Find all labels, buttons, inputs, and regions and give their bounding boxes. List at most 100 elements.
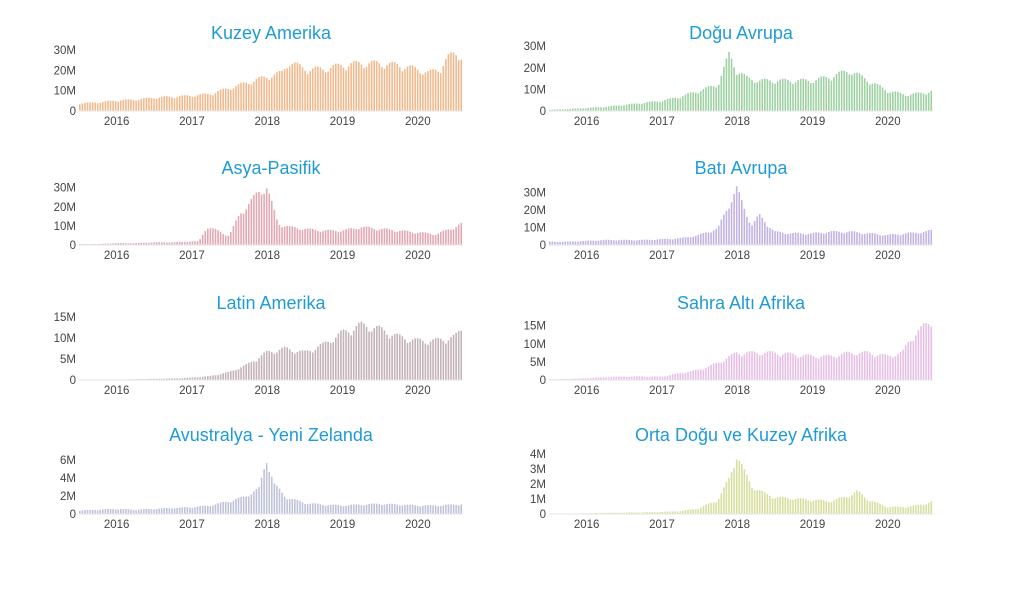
chart-6-title: Avustralya - Yeni Zelanda bbox=[169, 425, 374, 445]
chart-5-bar-20 bbox=[600, 377, 602, 380]
chart-1-bar-81 bbox=[756, 82, 758, 111]
chart-2-bar-49 bbox=[204, 231, 207, 245]
chart-4-bar-101 bbox=[337, 333, 340, 380]
chart-6-bar-43 bbox=[189, 507, 191, 514]
chart-3-bar-118 bbox=[851, 231, 853, 245]
chart-2-bar-37 bbox=[173, 242, 176, 245]
chart-6-bar-82 bbox=[288, 499, 291, 514]
chart-3-bar-68 bbox=[723, 214, 725, 245]
chart-0-bar-91 bbox=[311, 68, 314, 111]
chart-6-bar-42 bbox=[186, 507, 189, 514]
chart-0-bar-17 bbox=[122, 99, 125, 111]
chart-4-bar-100 bbox=[335, 337, 337, 380]
chart-2-bar-129 bbox=[409, 231, 411, 245]
chart-1-bar-124 bbox=[866, 81, 869, 111]
chart-0-bar-68 bbox=[253, 81, 255, 111]
chart-6-bar-100 bbox=[335, 504, 337, 514]
chart-4-bar-51 bbox=[209, 375, 212, 380]
chart-6-bar-111 bbox=[363, 505, 365, 514]
chart-6-bar-106 bbox=[350, 504, 352, 514]
chart-0-bar-18 bbox=[125, 99, 127, 111]
chart-7-bar-142 bbox=[912, 505, 915, 514]
chart-0-bar-130 bbox=[411, 65, 414, 111]
chart-7-bar-78 bbox=[748, 481, 751, 514]
chart-2-bar-54 bbox=[217, 230, 219, 245]
chart-2-bar-76 bbox=[273, 209, 276, 245]
chart-3-bar-69 bbox=[725, 210, 728, 245]
chart-4-xtick-2: 2018 bbox=[254, 385, 280, 397]
chart-3-bar-48 bbox=[671, 239, 674, 245]
chart-5-bar-24 bbox=[610, 377, 613, 380]
chart-7-bar-29 bbox=[623, 512, 625, 514]
chart-3-bar-36 bbox=[641, 239, 643, 245]
chart-7-bar-39 bbox=[648, 512, 651, 514]
chart-4-bar-48 bbox=[201, 376, 204, 380]
chart-6-bar-39 bbox=[178, 507, 181, 514]
chart-5-bar-99 bbox=[802, 355, 805, 380]
chart-1-bar-99 bbox=[802, 78, 805, 111]
chart-3-bar-63 bbox=[710, 232, 712, 245]
chart-2-bar-27 bbox=[148, 242, 150, 245]
chart-7-bar-97 bbox=[797, 498, 799, 514]
chart-3-bar-104 bbox=[815, 232, 817, 245]
chart-1-bar-148 bbox=[927, 92, 930, 111]
chart-7-bar-147 bbox=[925, 504, 927, 514]
chart-0-bar-137 bbox=[429, 69, 432, 111]
chart-3-bar-60 bbox=[702, 233, 705, 245]
chart-1-bar-2 bbox=[554, 109, 556, 111]
chart-2-bar-36 bbox=[171, 242, 173, 245]
chart-2-bar-11 bbox=[107, 243, 109, 245]
chart-2-bar-112 bbox=[365, 226, 368, 245]
chart-3-bar-40 bbox=[651, 240, 653, 245]
chart-1-bar-120 bbox=[856, 72, 858, 111]
chart-7-bar-37 bbox=[643, 512, 646, 514]
chart-6-bar-114 bbox=[370, 503, 373, 514]
chart-4-bar-66 bbox=[247, 362, 250, 380]
chart-3-bar-82 bbox=[758, 214, 761, 245]
chart-6-bar-98 bbox=[329, 504, 332, 514]
chart-6-bar-25 bbox=[143, 509, 145, 514]
chart-6-bar-57 bbox=[224, 501, 227, 514]
chart-4-bar-50 bbox=[207, 376, 209, 380]
chart-6-bar-14 bbox=[114, 509, 117, 514]
chart-3-bar-66 bbox=[717, 225, 720, 245]
chart-2-bar-25 bbox=[143, 242, 145, 245]
chart-4-bar-117 bbox=[378, 325, 381, 380]
chart-6-bar-148 bbox=[457, 505, 460, 514]
chart-2-bar-71 bbox=[260, 194, 263, 245]
chart-4-bar-96 bbox=[324, 341, 327, 380]
chart-2-bar-51 bbox=[209, 228, 212, 245]
chart-0-bar-108 bbox=[355, 60, 358, 111]
chart-5-bar-40 bbox=[651, 376, 653, 380]
chart-5-bar-69 bbox=[725, 358, 728, 380]
chart-6-xtick-0: 2016 bbox=[104, 519, 130, 531]
chart-4-xtick-0: 2016 bbox=[104, 385, 130, 397]
chart-1-bar-133 bbox=[889, 92, 892, 111]
chart-3-bar-44 bbox=[661, 238, 664, 245]
chart-2-bar-125 bbox=[399, 230, 401, 245]
chart-0-bar-144 bbox=[447, 54, 450, 111]
chart-6-bar-58 bbox=[227, 502, 230, 514]
chart-4-bar-78 bbox=[278, 349, 281, 380]
chart-2-bar-110 bbox=[360, 227, 363, 245]
chart-7-bar-51 bbox=[679, 511, 682, 514]
chart-6-bar-7 bbox=[96, 510, 99, 514]
chart-4-bar-92 bbox=[314, 349, 317, 380]
chart-0-bar-109 bbox=[358, 62, 360, 111]
chart-3-bar-121 bbox=[858, 233, 861, 245]
chart-1-xtick-0: 2016 bbox=[574, 116, 600, 128]
chart-6-bar-47 bbox=[199, 506, 201, 514]
chart-7-bar-73 bbox=[735, 459, 738, 514]
chart-7-xtick-2: 2018 bbox=[724, 519, 750, 531]
chart-6-bar-16 bbox=[119, 509, 122, 514]
chart-3-bar-1 bbox=[551, 241, 554, 245]
chart-4-bar-134 bbox=[422, 340, 424, 380]
chart-1-bar-97 bbox=[797, 80, 799, 111]
chart-6-bar-56 bbox=[222, 502, 224, 514]
chart-5-bar-38 bbox=[646, 377, 648, 380]
chart-4-ytick-3: 15M bbox=[54, 312, 76, 324]
chart-5-bar-84 bbox=[764, 353, 766, 380]
chart-4-bar-47 bbox=[199, 377, 201, 380]
chart-0-bar-107 bbox=[352, 61, 355, 111]
chart-7-bar-136 bbox=[897, 506, 899, 514]
